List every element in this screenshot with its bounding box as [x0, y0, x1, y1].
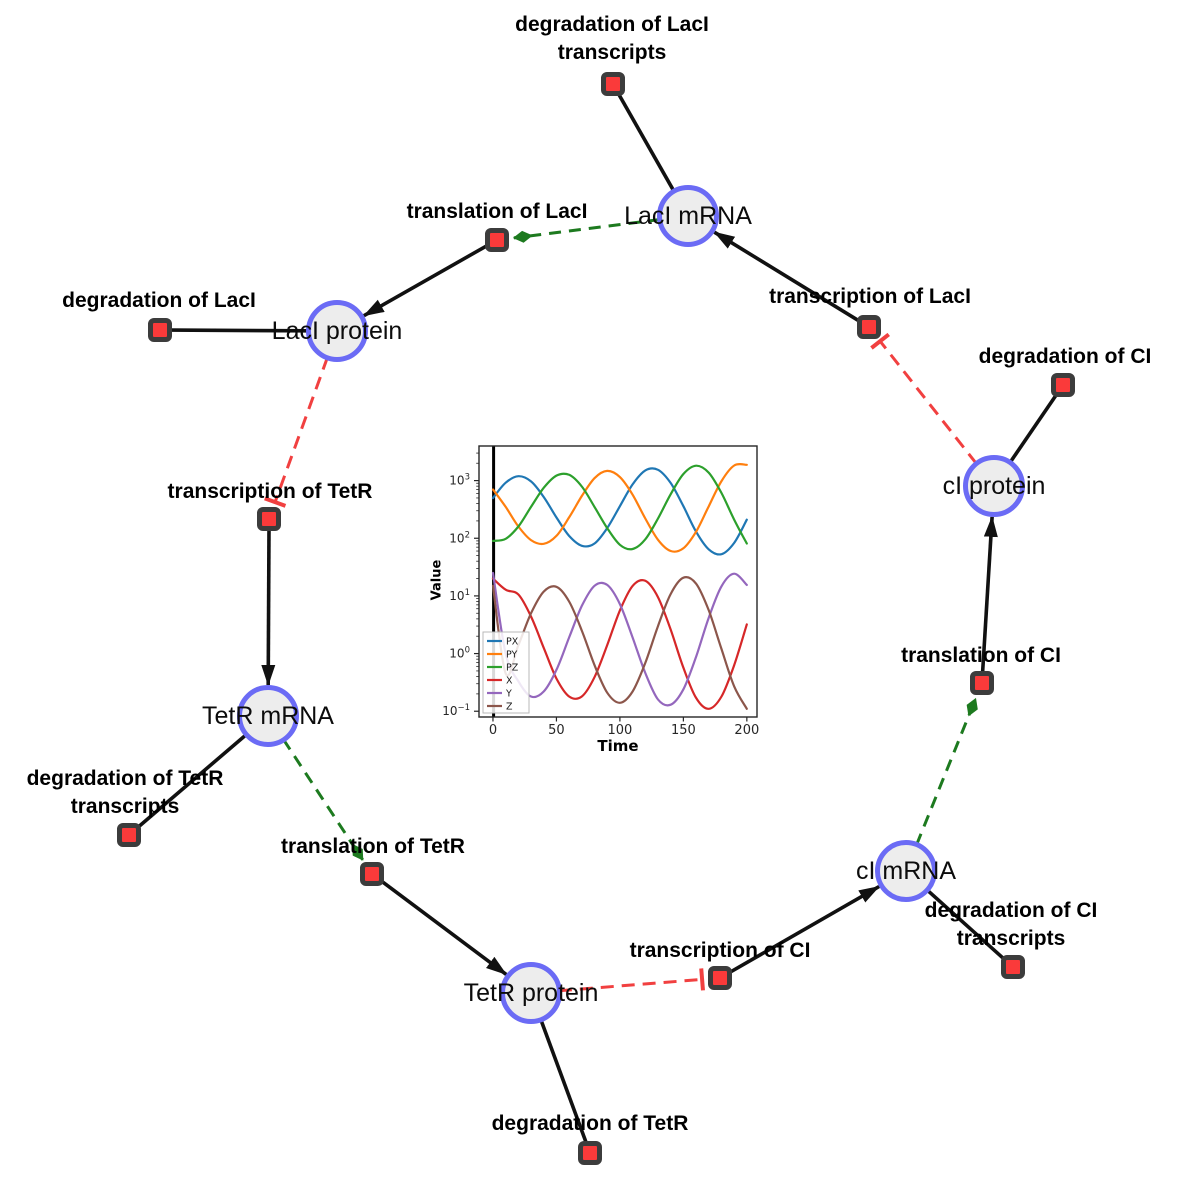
edge-modifier-tetr_mrna-to-tl_tetr — [282, 738, 364, 861]
species-node-ci_mrna[interactable] — [875, 840, 937, 902]
edges-layer — [136, 92, 1059, 1144]
chart-y-tick-label: 10−1 — [442, 703, 470, 718]
label-species-laci_protein: LacI protein — [271, 317, 403, 345]
label-species-tetr_mrna: TetR mRNA — [202, 702, 334, 730]
chart-y-tick-label: 103 — [449, 473, 470, 488]
edge-consumption-laci_mrna-to-deg_laci_tx — [616, 92, 676, 193]
simulation-inset-chart: 0 50 100 150 200 10−1 100 101 102 103 PX PY PZ X Y Z Ti… — [420, 428, 780, 773]
label-species-tetr_protein: TetR protein — [463, 979, 599, 1007]
chart-ylabel: Value — [429, 559, 445, 601]
species-node-laci_protein[interactable] — [306, 300, 368, 362]
chart-series-Z — [491, 576, 748, 710]
species-node-laci_mrna[interactable] — [657, 185, 719, 247]
reaction-node-tc_ci[interactable] — [708, 966, 732, 990]
reaction-node-tl_tetr[interactable] — [360, 862, 384, 886]
edge-inhibition-ci_protein-to-tc_laci — [870, 332, 978, 465]
label-reaction-tl_laci: translation of LacI — [406, 200, 588, 223]
edge-production-tl_laci-to-laci_protein — [363, 242, 491, 318]
legend-label-PX: PX — [506, 637, 519, 648]
label-reaction-tc_ci: transcription of CI — [629, 939, 811, 962]
chart-series-layer — [491, 446, 748, 717]
label-reaction-tl_tetr: translation of TetR — [281, 835, 465, 858]
chart-series-Y — [491, 571, 748, 707]
label-reaction-deg_tetr: degradation of TetR — [491, 1112, 689, 1135]
chart-y-tick-label: 100 — [449, 646, 470, 661]
edge-production-tc_tetr-to-tetr_mrna — [261, 527, 276, 686]
edge-production-tc_laci-to-laci_mrna — [713, 230, 863, 324]
edge-inhibition-laci_protein-to-tc_tetr — [264, 356, 329, 508]
legend-label-PY: PY — [506, 650, 518, 661]
label-species-ci_mrna: cI mRNA — [856, 857, 956, 885]
label-reaction-deg_tetr_tx: degradation of TetR transcripts — [26, 767, 224, 818]
chart-series-X — [491, 577, 748, 710]
species-node-tetr_mrna[interactable] — [237, 685, 299, 747]
species-node-tetr_protein[interactable] — [500, 962, 562, 1024]
chart-series-PZ — [491, 464, 748, 551]
reaction-node-deg_ci_tx[interactable] — [1001, 955, 1025, 979]
edge-production-tl_tetr-to-tetr_protein — [378, 877, 508, 976]
reaction-node-deg_laci[interactable] — [148, 318, 172, 342]
chart-series-PY — [491, 462, 748, 553]
chart-x-tick-label: 200 — [734, 723, 759, 738]
chart-legend-box — [482, 631, 530, 714]
reaction-node-deg_tetr[interactable] — [578, 1141, 602, 1165]
chart-x-tick-label: 150 — [671, 723, 696, 738]
edge-consumption-laci_protein-to-deg_laci — [170, 328, 310, 333]
edge-modifier-ci_mrna-to-tl_ci — [915, 697, 978, 846]
label-reaction-deg_laci: degradation of LacI — [62, 289, 256, 312]
chart-xlabel: Time — [597, 737, 639, 755]
legend-label-PZ: PZ — [506, 663, 519, 674]
label-reaction-deg_ci_tx: degradation of CI transcripts — [924, 899, 1098, 950]
nodes-layer — [117, 72, 1075, 1165]
edge-consumption-tetr_protein-to-deg_tetr — [539, 1018, 588, 1144]
legend-label-X: X — [506, 676, 513, 687]
label-species-ci_protein: cI protein — [942, 472, 1046, 500]
label-reaction-deg_laci_tx: degradation of LacI transcripts — [515, 13, 709, 64]
label-reaction-tc_laci: transcription of LacI — [769, 285, 971, 308]
label-reaction-tl_ci: translation of CI — [901, 644, 1061, 667]
reaction-node-deg_tetr_tx[interactable] — [117, 823, 141, 847]
legend-label-Y: Y — [505, 689, 512, 700]
chart-y-tick-label: 101 — [449, 588, 470, 603]
reaction-node-deg_laci_tx[interactable] — [601, 72, 625, 96]
reaction-node-tl_ci[interactable] — [970, 671, 994, 695]
edge-modifier-laci_mrna-to-tl_laci — [512, 218, 661, 243]
legend-label-Z: Z — [506, 702, 513, 713]
edge-inhibition-tetr_protein-to-tc_ci — [558, 968, 705, 993]
edge-production-tc_ci-to-ci_mrna — [726, 884, 880, 976]
edge-consumption-ci_mrna-to-deg_ci_tx — [925, 888, 1007, 962]
label-species-laci_mrna: LacI mRNA — [624, 202, 752, 230]
chart-frame — [478, 445, 758, 718]
reaction-node-tc_laci[interactable] — [857, 315, 881, 339]
chart-series-PX — [491, 467, 748, 556]
species-node-ci_protein[interactable] — [963, 455, 1025, 517]
label-reaction-deg_ci: degradation of CI — [978, 345, 1152, 368]
reaction-node-tc_tetr[interactable] — [257, 507, 281, 531]
label-reaction-tc_tetr: transcription of TetR — [167, 480, 373, 503]
chart-x-tick-label: 0 — [489, 723, 497, 738]
chart-y-tick-label: 102 — [449, 530, 470, 545]
reaction-node-tl_laci[interactable] — [485, 228, 509, 252]
edge-consumption-tetr_mrna-to-deg_tetr_tx — [136, 732, 248, 830]
chart-x-tick-label: 50 — [548, 723, 565, 738]
edge-consumption-ci_protein-to-deg_ci — [1008, 393, 1059, 464]
reaction-node-deg_ci[interactable] — [1051, 373, 1075, 397]
chart-svg: 0 50 100 150 200 10−1 100 101 102 103 PX PY PZ XYZ — [442, 445, 759, 738]
edge-production-tl_ci-to-ci_protein — [980, 515, 998, 675]
chart-x-tick-label: 100 — [607, 723, 632, 738]
